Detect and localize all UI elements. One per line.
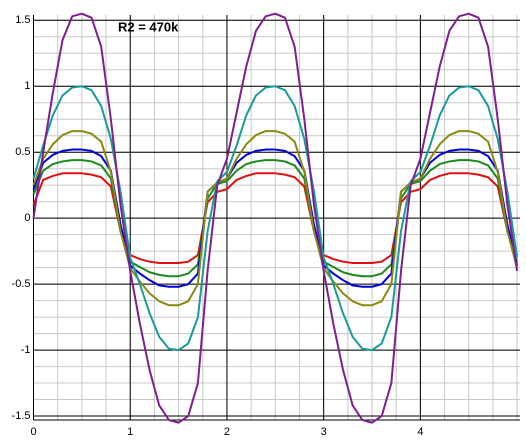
annotation: R2 = 470k: [118, 19, 179, 34]
y-tick-label: -0.5: [12, 278, 31, 290]
y-tick-label: 0.5: [15, 146, 30, 158]
x-tick-label: 0: [30, 426, 36, 438]
y-tick-label: -1.5: [12, 410, 31, 422]
x-tick-label: 4: [417, 426, 423, 438]
x-tick-label: 3: [321, 426, 327, 438]
x-tick-label: 2: [224, 426, 230, 438]
x-tick-label: 1: [127, 426, 133, 438]
y-tick-label: -1: [21, 344, 31, 356]
series-line: [32, 130, 519, 307]
y-tick-label: 1: [24, 80, 30, 92]
series-line: [32, 12, 519, 424]
y-tick-label: 0: [24, 212, 30, 224]
y-tick-label: 1.5: [15, 14, 30, 26]
